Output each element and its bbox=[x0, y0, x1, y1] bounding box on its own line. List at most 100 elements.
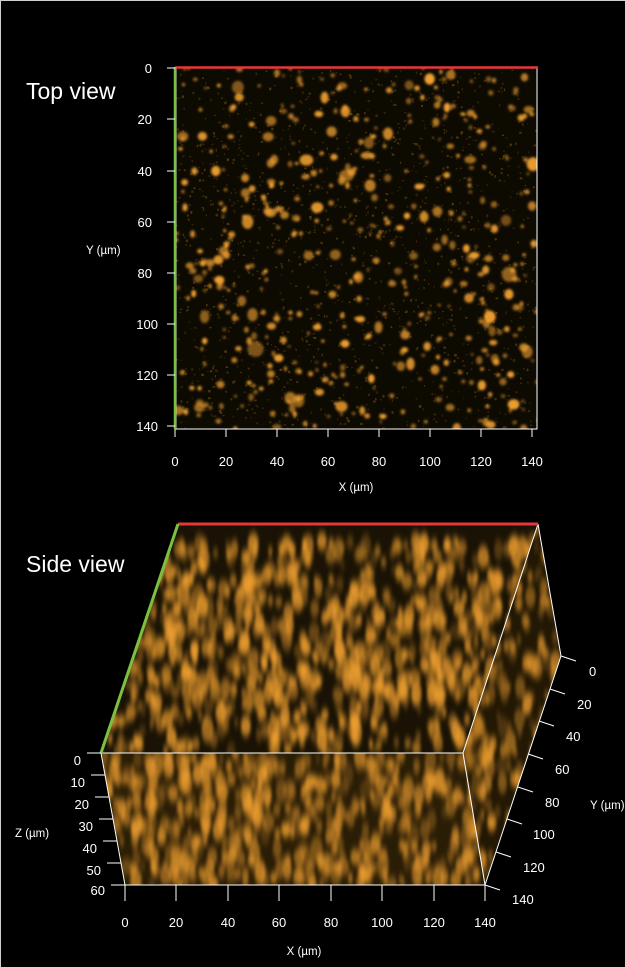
speckle-dot bbox=[476, 102, 480, 104]
particle-streak bbox=[509, 856, 514, 866]
speckle-dot bbox=[400, 161, 402, 165]
speckle-dot bbox=[325, 279, 328, 281]
particle-blob bbox=[466, 109, 475, 117]
particle-streak bbox=[156, 826, 165, 843]
speckle-dot bbox=[506, 388, 510, 390]
particle-blob bbox=[427, 228, 431, 233]
particle-streak bbox=[453, 599, 465, 617]
speckle-dot bbox=[449, 271, 453, 274]
speckle-dot bbox=[468, 143, 470, 146]
particle-blob bbox=[467, 183, 472, 188]
particle-blob bbox=[221, 208, 227, 213]
particle-blob bbox=[193, 77, 198, 81]
particle-blob bbox=[524, 189, 530, 195]
particle-streak bbox=[240, 715, 251, 737]
speckle-dot bbox=[454, 353, 457, 357]
speckle-dot bbox=[423, 384, 426, 387]
particle-blob bbox=[328, 200, 334, 206]
particle-blob bbox=[208, 283, 212, 289]
particle-streak bbox=[284, 802, 292, 815]
particle-blob bbox=[436, 354, 440, 360]
speckle-dot bbox=[532, 309, 534, 312]
speckle-dot bbox=[368, 297, 370, 301]
particle-blob bbox=[296, 75, 303, 84]
speckle-dot bbox=[189, 173, 192, 176]
particle-streak bbox=[379, 792, 384, 799]
particle-streak bbox=[318, 877, 324, 885]
speckle-dot bbox=[280, 265, 284, 268]
particle-blob bbox=[314, 110, 324, 118]
speckle-dot bbox=[470, 186, 474, 189]
speckle-dot bbox=[511, 191, 513, 193]
particle-blob bbox=[443, 172, 451, 179]
particle-streak bbox=[192, 737, 200, 751]
particle-streak bbox=[103, 583, 113, 600]
speckle-dot bbox=[236, 176, 240, 178]
speckle-dot bbox=[406, 206, 409, 208]
speckle-dot bbox=[329, 69, 332, 73]
particle-streak bbox=[121, 767, 126, 776]
particle-blob bbox=[366, 267, 370, 272]
particle-blob bbox=[235, 346, 242, 352]
speckle-dot bbox=[196, 347, 199, 349]
particle-streak bbox=[525, 652, 536, 672]
particle-blob bbox=[310, 169, 317, 177]
speckle-dot bbox=[284, 245, 287, 247]
speckle-dot bbox=[206, 303, 208, 307]
particle-streak bbox=[384, 825, 389, 832]
speckle-dot bbox=[519, 382, 523, 385]
particle-streak bbox=[120, 857, 133, 875]
particle-blob bbox=[330, 73, 336, 78]
speckle-dot bbox=[363, 333, 365, 336]
particle-streak bbox=[408, 669, 421, 688]
speckle-dot bbox=[189, 195, 192, 198]
particle-streak bbox=[498, 674, 504, 682]
particle-blob bbox=[444, 277, 453, 287]
particle-streak bbox=[130, 570, 136, 578]
speckle-dot bbox=[256, 190, 259, 193]
speckle-dot bbox=[286, 330, 290, 333]
particle-blob bbox=[374, 321, 383, 334]
speckle-dot bbox=[472, 425, 476, 428]
speckle-dot bbox=[460, 255, 464, 258]
particle-blob bbox=[244, 197, 249, 203]
particle-streak bbox=[471, 769, 483, 793]
particle-streak bbox=[117, 732, 124, 746]
particle-blob bbox=[232, 284, 236, 287]
particle-streak bbox=[133, 735, 144, 753]
speckle-dot bbox=[294, 285, 298, 288]
particle-streak bbox=[254, 612, 265, 633]
speckle-dot bbox=[201, 172, 204, 175]
speckle-dot bbox=[308, 189, 311, 193]
speckle-dot bbox=[327, 152, 330, 156]
speckle-dot bbox=[362, 253, 365, 256]
particle-blob bbox=[347, 168, 356, 176]
speckle-dot bbox=[375, 316, 378, 319]
top-view-particles bbox=[176, 67, 537, 429]
particle-streak bbox=[227, 698, 236, 715]
speckle-dot bbox=[398, 311, 401, 313]
particle-blob bbox=[530, 239, 537, 248]
speckle-dot bbox=[350, 366, 354, 369]
speckle-dot bbox=[367, 408, 370, 412]
particle-streak bbox=[496, 758, 506, 774]
speckle-dot bbox=[431, 92, 434, 95]
speckle-dot bbox=[527, 303, 529, 306]
speckle-dot bbox=[491, 123, 494, 126]
particle-streak bbox=[188, 869, 197, 883]
particle-streak bbox=[181, 670, 188, 679]
speckle-dot bbox=[187, 218, 190, 221]
particle-blob bbox=[303, 250, 314, 261]
particle-blob bbox=[364, 179, 376, 192]
speckle-dot bbox=[518, 310, 522, 313]
speckle-dot bbox=[202, 195, 206, 198]
particle-blob bbox=[329, 249, 341, 260]
particle-blob bbox=[469, 380, 474, 385]
particle-blob bbox=[292, 360, 298, 365]
particle-streak bbox=[413, 593, 420, 606]
speckle-dot bbox=[428, 270, 431, 272]
particle-blob bbox=[202, 361, 207, 367]
speckle-dot bbox=[374, 142, 377, 145]
particle-blob bbox=[521, 407, 525, 412]
particle-streak bbox=[350, 849, 361, 865]
